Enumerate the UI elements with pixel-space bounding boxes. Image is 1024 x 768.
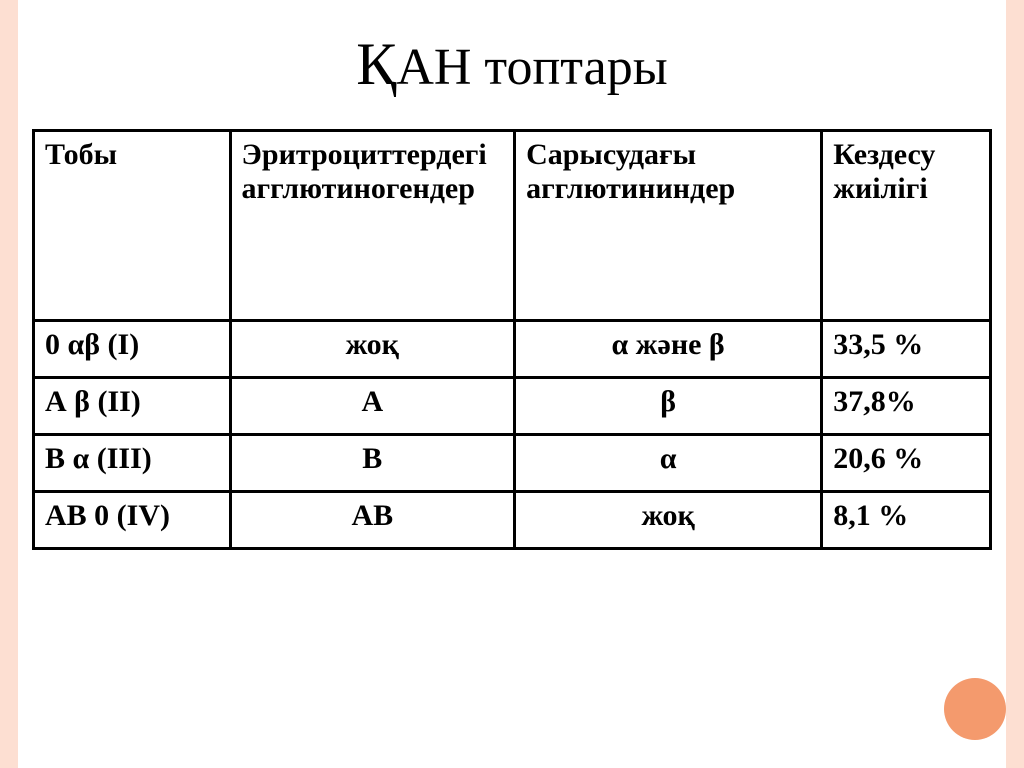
title-rest: АН топтары <box>396 39 667 96</box>
title-dropcap: Қ <box>356 31 396 97</box>
cell-agglutinins: β <box>515 378 822 435</box>
cell-group: А β (II) <box>34 378 231 435</box>
blood-groups-table: Тобы Эритроциттердегі агглютиногендер Са… <box>32 129 992 550</box>
accent-circle <box>944 678 1006 740</box>
cell-frequency: 8,1 % <box>822 492 991 549</box>
cell-agglutinins: жоқ <box>515 492 822 549</box>
cell-group: АВ 0 (IV) <box>34 492 231 549</box>
cell-frequency: 33,5 % <box>822 321 991 378</box>
cell-agglutinogens: АВ <box>230 492 515 549</box>
cell-agglutinins: α және β <box>515 321 822 378</box>
cell-agglutinogens: А <box>230 378 515 435</box>
cell-agglutinogens: жоқ <box>230 321 515 378</box>
table-row: А β (II) А β 37,8% <box>34 378 991 435</box>
table-row: 0 αβ (I) жоқ α және β 33,5 % <box>34 321 991 378</box>
col-header-agglutinins: Сарысудағы агглютининдер <box>515 131 822 321</box>
col-header-agglutinogens: Эритроциттердегі агглютиногендер <box>230 131 515 321</box>
cell-frequency: 20,6 % <box>822 435 991 492</box>
table-header-row: Тобы Эритроциттердегі агглютиногендер Са… <box>34 131 991 321</box>
slide: ҚАН топтары Тобы Эритроциттердегі агглют… <box>0 0 1024 768</box>
cell-group: В α (III) <box>34 435 231 492</box>
col-header-group: Тобы <box>34 131 231 321</box>
cell-agglutinogens: В <box>230 435 515 492</box>
slide-title: ҚАН топтары <box>0 0 1024 129</box>
cell-frequency: 37,8% <box>822 378 991 435</box>
col-header-frequency: Кездесу жиілігі <box>822 131 991 321</box>
cell-agglutinins: α <box>515 435 822 492</box>
table-row: В α (III) В α 20,6 % <box>34 435 991 492</box>
cell-group: 0 αβ (I) <box>34 321 231 378</box>
table-row: АВ 0 (IV) АВ жоқ 8,1 % <box>34 492 991 549</box>
